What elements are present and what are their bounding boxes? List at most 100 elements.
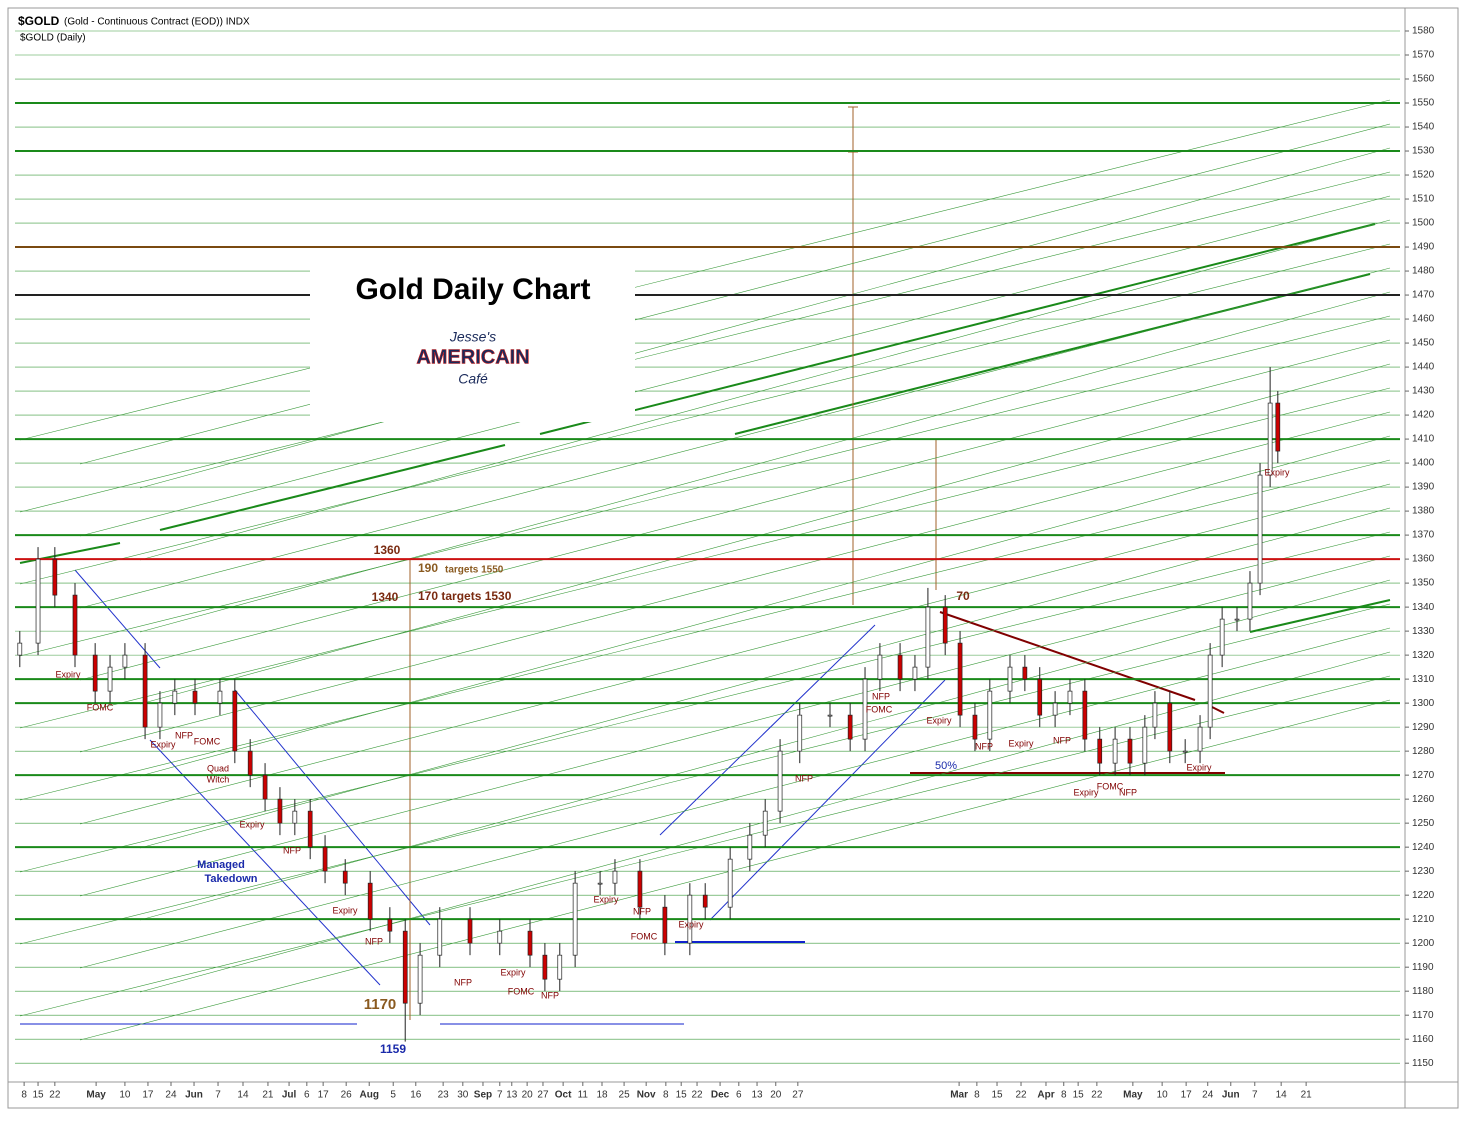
candle-body <box>762 810 768 836</box>
y-tick-label: 1480 <box>1412 266 1435 277</box>
trendline <box>19 459 1391 801</box>
candle-body <box>827 714 833 717</box>
x-tick-label: Jun <box>1222 1090 1240 1101</box>
event-label: NFP <box>633 906 651 916</box>
event-label: Expiry <box>678 919 704 929</box>
event-label: Witch <box>207 774 230 784</box>
logo-text: AMERICAIN <box>416 346 529 368</box>
x-tick-label: Sep <box>474 1090 492 1101</box>
y-tick-label: 1160 <box>1412 1034 1434 1045</box>
candle-body <box>1247 582 1253 620</box>
x-tick-label: 8 <box>21 1090 27 1101</box>
y-tick-label: 1470 <box>1412 290 1435 301</box>
note: targets 1550 <box>445 565 504 576</box>
x-tick-label: 30 <box>457 1090 469 1101</box>
event-label: Expiry <box>332 905 358 915</box>
event-label: Quad <box>207 763 229 773</box>
candle-body <box>1037 678 1043 716</box>
candle-body <box>322 846 328 872</box>
x-tick-label: 21 <box>1301 1090 1313 1101</box>
event-label: NFP <box>454 977 472 987</box>
x-tick-label: 24 <box>1202 1090 1214 1101</box>
candle-body <box>402 930 408 1004</box>
candle-body <box>925 606 931 668</box>
event-label: Expiry <box>1264 467 1290 477</box>
x-tick-label: Jul <box>282 1090 297 1101</box>
trendline <box>139 579 1391 921</box>
y-tick-label: 1550 <box>1412 98 1435 109</box>
note: 1170 <box>364 996 397 1013</box>
trendline <box>139 507 1391 849</box>
candle-body <box>972 714 978 740</box>
candle-body <box>957 642 963 716</box>
candle-body <box>172 690 178 704</box>
candle-body <box>17 642 23 656</box>
trendline <box>139 147 1391 489</box>
y-tick-label: 1430 <box>1412 386 1435 397</box>
candle-body <box>1257 474 1263 584</box>
frame <box>7 7 1459 1109</box>
y-tick-label: 1310 <box>1412 674 1435 685</box>
candle-body <box>192 690 198 704</box>
x-tick-label: Jun <box>185 1090 203 1101</box>
trendline <box>139 435 1391 777</box>
candle-body <box>942 606 948 644</box>
candle-body <box>307 810 313 848</box>
y-tick-label: 1220 <box>1412 890 1435 901</box>
y-tick-label: 1440 <box>1412 362 1435 373</box>
y-tick-label: 1170 <box>1412 1010 1434 1021</box>
x-tick-label: 7 <box>497 1090 503 1101</box>
trendline <box>79 699 1391 1041</box>
logo-text: Café <box>458 371 488 387</box>
x-tick-label: 7 <box>1252 1090 1258 1101</box>
candle-body <box>232 690 238 752</box>
y-tick-label: 1260 <box>1412 794 1435 805</box>
candle-body <box>597 882 603 885</box>
y-tick-label: 1560 <box>1412 74 1435 85</box>
x-tick-label: 7 <box>215 1090 221 1101</box>
trendline <box>19 243 1391 585</box>
x-tick-label: 16 <box>410 1090 422 1101</box>
x-tick-label: 6 <box>736 1090 742 1101</box>
x-tick-label: 5 <box>390 1090 396 1101</box>
event-label: Expiry <box>1186 762 1212 772</box>
candle-body <box>557 954 563 980</box>
event-label: NFP <box>1119 787 1137 797</box>
candle-body <box>897 654 903 680</box>
x-tick-label: 10 <box>119 1090 131 1101</box>
x-tick-label: 8 <box>1061 1090 1067 1101</box>
trendline <box>19 603 1391 945</box>
event-label: FOMC <box>508 986 535 996</box>
candle-body <box>467 918 473 944</box>
y-tick-label: 1210 <box>1412 914 1435 925</box>
trendline <box>79 627 1391 969</box>
event-label: NFP <box>175 730 193 740</box>
candle-body <box>107 666 113 692</box>
candle-body <box>612 870 618 884</box>
notes: Managed Takedown 1360 1340 190 targets 1… <box>197 543 970 1056</box>
candle-body <box>157 702 163 728</box>
x-tick-label: 25 <box>619 1090 631 1101</box>
trendline <box>79 339 1391 681</box>
description: (Gold - Continuous Contract (EOD)) INDX <box>64 17 250 28</box>
candle-body <box>1022 666 1028 680</box>
candle-body <box>1007 666 1013 692</box>
event-label: Expiry <box>593 894 619 904</box>
candle-body <box>797 714 803 752</box>
candle-body <box>122 654 128 668</box>
x-tick-label: 22 <box>1091 1090 1103 1101</box>
trendline <box>139 291 1391 633</box>
candle-body <box>497 930 503 944</box>
y-tick-label: 1520 <box>1412 170 1435 181</box>
y-tick-label: 1300 <box>1412 698 1435 709</box>
y-tick-label: 1340 <box>1412 602 1435 613</box>
note: 1159 <box>380 1042 406 1056</box>
trendline <box>19 675 1391 1017</box>
y-tick-label: 1180 <box>1412 986 1434 997</box>
x-tick-label: May <box>1123 1090 1143 1101</box>
y-tick-label: 1570 <box>1412 50 1435 61</box>
event-label: FOMC <box>1097 781 1124 791</box>
chart-title: Gold Daily Chart <box>355 273 590 306</box>
y-tick-label: 1460 <box>1412 314 1435 325</box>
x-tick-label: 13 <box>506 1090 518 1101</box>
